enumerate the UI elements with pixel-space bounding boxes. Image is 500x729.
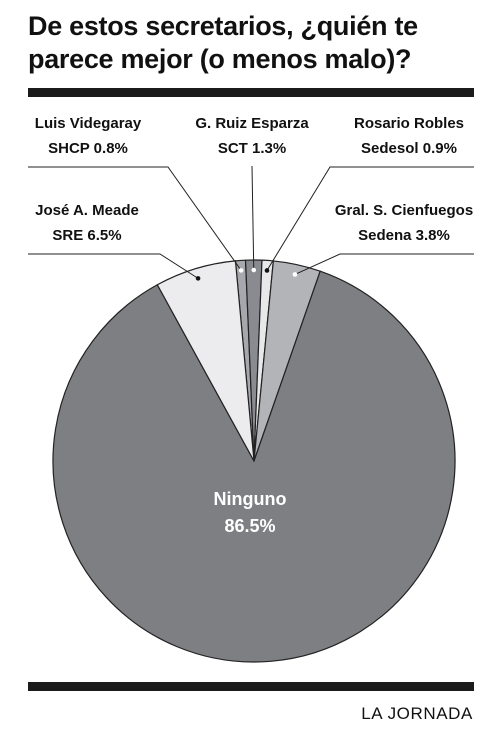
- leader-line-videgaray: [28, 166, 242, 271]
- leader-dot-meade: [195, 276, 201, 281]
- label-videgaray-name: Luis Videgaray: [35, 115, 142, 132]
- slice-ninguno: [52, 270, 456, 663]
- label-meade-value: SRE 6.5%: [52, 227, 121, 244]
- label-robles-value: Sedesol 0.9%: [361, 140, 457, 157]
- label-ninguno-value: 86.5%: [224, 516, 275, 536]
- leader-dot-robles: [264, 268, 270, 273]
- label-ruiz-esparza-value: SCT 1.3%: [218, 140, 286, 157]
- bottom-rule: [28, 682, 474, 691]
- label-ruiz-esparza-name: G. Ruiz Esparza: [195, 115, 309, 132]
- label-videgaray-value: SHCP 0.8%: [48, 140, 128, 157]
- leader-line-ruiz-esparza: [251, 165, 255, 271]
- top-rule: [28, 88, 474, 97]
- label-cienfuegos-name: Gral. S. Cienfuegos: [335, 202, 473, 219]
- label-meade-name: José A. Meade: [35, 202, 139, 219]
- label-cienfuegos-value: Sedena 3.8%: [358, 227, 450, 244]
- slice-meade: [156, 260, 255, 462]
- leader-line-cienfuegos: [294, 253, 474, 275]
- leader-line-robles: [266, 166, 474, 271]
- label-ninguno-name: Ninguno: [214, 489, 287, 509]
- leader-line-meade: [28, 253, 199, 279]
- leader-dot-ruiz-esparza: [251, 267, 257, 273]
- source-credit: LA JORNADA: [361, 704, 473, 723]
- leader-dot-videgaray: [238, 268, 244, 273]
- chart-title: De estos secretarios, ¿quién te parece m…: [28, 11, 418, 74]
- label-robles-name: Rosario Robles: [354, 115, 464, 132]
- leader-dot-cienfuegos: [292, 272, 298, 277]
